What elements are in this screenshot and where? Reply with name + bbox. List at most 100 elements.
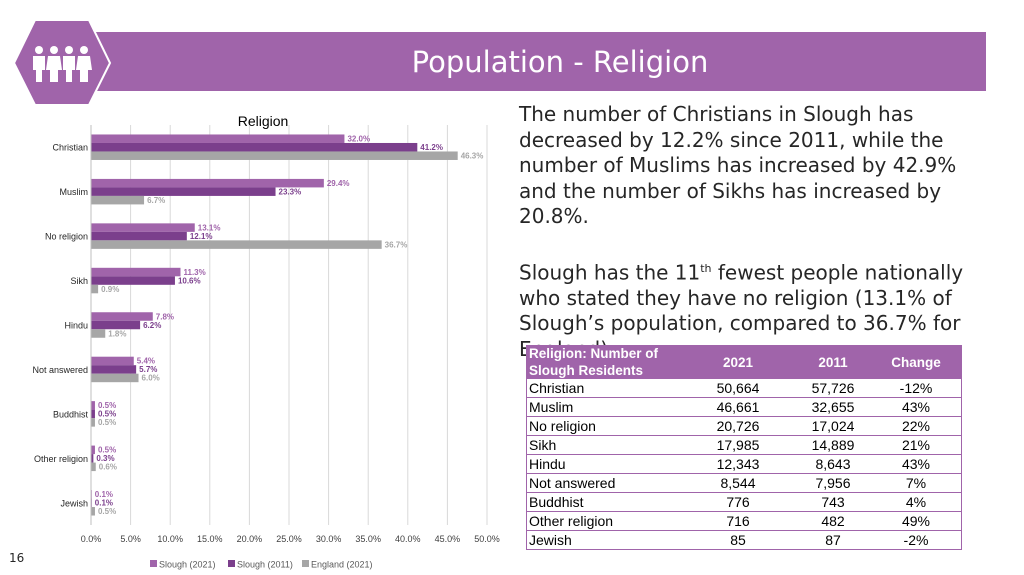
data-label: 11.3% xyxy=(183,268,205,277)
data-label: 1.8% xyxy=(108,329,126,338)
narrative-text: The number of Christians in Slough has d… xyxy=(519,102,989,362)
narrative-paragraph-2: Slough has the 11th fewest people nation… xyxy=(519,256,989,363)
narrative-p2-sup: th xyxy=(700,261,712,275)
table-cell-religion: Christian xyxy=(526,379,681,398)
table-header-religion: Religion: Number of Slough Residents xyxy=(526,345,681,379)
table-cell-value: -12% xyxy=(871,379,962,398)
data-label: 41.2% xyxy=(420,143,443,152)
data-label: 6.2% xyxy=(143,321,161,330)
religion-table: Religion: Number of Slough Residents 202… xyxy=(526,345,962,550)
bar-england-2021- xyxy=(91,373,139,383)
x-tick-label: 5.0% xyxy=(120,534,141,544)
religion-chart: Religion 0.0% 5.0% 10.0% 15.0% 20.0% 25.0% 30.0… xyxy=(0,100,505,575)
category-label: No religion xyxy=(45,232,88,242)
data-label: 0.5% xyxy=(98,446,116,455)
data-label: 10.6% xyxy=(178,276,201,285)
x-tick-label: 35.0% xyxy=(355,534,381,544)
x-tick-label: 15.0% xyxy=(197,534,223,544)
table-cell-value: 12,343 xyxy=(681,454,795,474)
table-cell-religion: Hindu xyxy=(526,454,681,474)
data-label: 6.0% xyxy=(142,374,160,383)
x-tick-label: 40.0% xyxy=(395,534,421,544)
legend-label: Slough (2011) xyxy=(237,560,293,570)
table-row: Buddhist 776 743 4% xyxy=(526,492,962,512)
bar-slough-2011- xyxy=(91,320,141,330)
data-label: 12.1% xyxy=(190,232,213,241)
bar-slough-2011- xyxy=(91,231,187,241)
table-cell-value: 43% xyxy=(871,454,962,474)
table-row: Jewish 85 87 -2% xyxy=(526,530,962,550)
bar-england-2021- xyxy=(91,507,95,516)
table-cell-religion: Jewish xyxy=(526,530,681,550)
table-row: Sikh 17,985 14,889 21% xyxy=(526,435,962,455)
category-label: Other religion xyxy=(34,454,88,464)
bar-slough-2011- xyxy=(91,365,137,374)
table-row: Muslim 46,661 32,655 43% xyxy=(526,397,962,417)
bar-england-2021- xyxy=(91,462,96,472)
table-cell-value: 716 xyxy=(681,511,795,531)
table-cell-value: 57,726 xyxy=(795,379,871,398)
table-cell-value: 776 xyxy=(681,492,795,512)
narrative-paragraph-1: The number of Christians in Slough has d… xyxy=(519,102,957,228)
x-tick-label: 0.0% xyxy=(81,534,102,544)
slide-title: Population - Religion xyxy=(411,45,709,79)
table-cell-value: 7,956 xyxy=(795,473,871,493)
table-cell-value: 43% xyxy=(871,397,962,417)
x-tick-label: 30.0% xyxy=(316,534,342,544)
table-row: Hindu 12,343 8,643 43% xyxy=(526,454,962,474)
table-cell-value: 8,643 xyxy=(795,454,871,474)
bar-slough-2011- xyxy=(91,454,94,463)
table-cell-value: 17,985 xyxy=(681,435,795,455)
table-header-2011: 2011 xyxy=(795,345,871,379)
category-label: Jewish xyxy=(60,498,88,508)
table-cell-value: -2% xyxy=(871,530,962,550)
x-tick-label: 50.0% xyxy=(474,534,500,544)
bar-slough-2011- xyxy=(91,187,276,196)
table-cell-value: 32,655 xyxy=(795,397,871,417)
page-number: 16 xyxy=(9,551,25,565)
bar-slough-2021- xyxy=(91,312,153,321)
table-cell-religion: Sikh xyxy=(526,435,681,455)
data-label: 29.4% xyxy=(327,179,350,188)
data-label: 0.3% xyxy=(96,454,114,463)
table-row: Other religion 716 482 49% xyxy=(526,511,962,531)
x-tick-label: 20.0% xyxy=(237,534,263,544)
bar-england-2021- xyxy=(91,195,145,205)
table-cell-religion: Not answered xyxy=(526,473,681,493)
data-label: 0.6% xyxy=(99,463,117,472)
x-tick-label: 10.0% xyxy=(157,534,183,544)
table-row: No religion 20,726 17,024 22% xyxy=(526,416,962,436)
title-banner xyxy=(95,32,986,91)
table-cell-religion: No religion xyxy=(526,416,681,436)
category-label: Buddhist xyxy=(53,409,89,419)
x-tick-label: 25.0% xyxy=(276,534,302,544)
category-label: Not answered xyxy=(32,365,88,375)
legend-label: Slough (2021) xyxy=(159,560,216,570)
data-label: 6.7% xyxy=(147,196,165,205)
table-row: Christian 50,664 57,726 -12% xyxy=(526,379,962,398)
data-label: 5.4% xyxy=(137,357,155,366)
data-label: 0.1% xyxy=(95,490,113,499)
data-label: 0.1% xyxy=(95,499,113,508)
legend-swatch xyxy=(228,560,235,567)
data-label: 13.1% xyxy=(198,223,221,232)
table-cell-value: 8,544 xyxy=(681,473,795,493)
data-label: 0.5% xyxy=(98,507,116,516)
table-cell-value: 49% xyxy=(871,511,962,531)
bar-slough-2021- xyxy=(91,445,95,455)
table-cell-value: 50,664 xyxy=(681,379,795,398)
bar-england-2021- xyxy=(91,240,382,249)
data-label: 46.3% xyxy=(461,151,484,160)
category-label: Muslim xyxy=(60,187,89,197)
people-group-icon xyxy=(12,19,112,106)
data-label: 7.8% xyxy=(156,312,174,321)
table-cell-value: 87 xyxy=(795,530,871,550)
bar-england-2021- xyxy=(91,284,99,294)
legend-swatch xyxy=(302,560,309,567)
x-tick-label: 45.0% xyxy=(435,534,461,544)
bar-slough-2021- xyxy=(91,223,195,232)
table-cell-value: 46,661 xyxy=(681,397,795,417)
table-cell-value: 17,024 xyxy=(795,416,871,436)
bar-slough-2011- xyxy=(91,142,418,152)
data-label: 23.3% xyxy=(279,187,302,196)
